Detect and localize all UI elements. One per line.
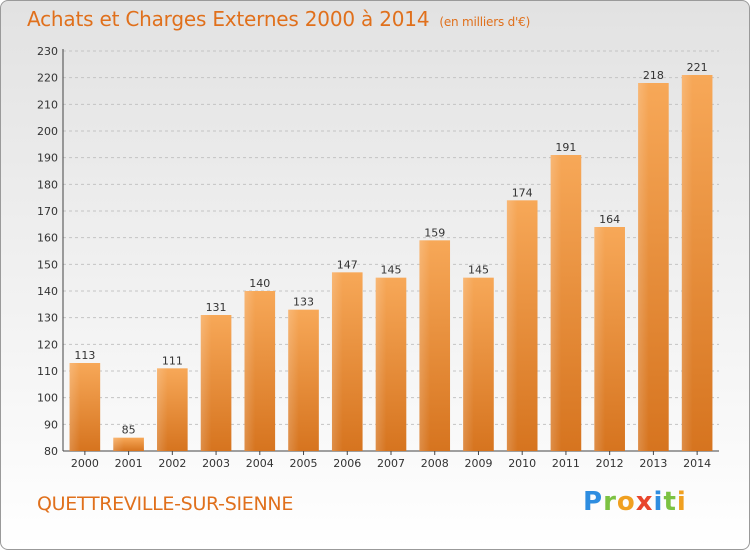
chart-subtitle: (en milliers d'€) bbox=[439, 15, 531, 29]
bar-highlight bbox=[681, 75, 693, 451]
data-label: 140 bbox=[249, 277, 270, 290]
data-label: 164 bbox=[599, 213, 620, 226]
bar-highlight bbox=[331, 272, 343, 451]
data-label: 131 bbox=[206, 301, 227, 314]
x-tick-label: 2012 bbox=[596, 457, 624, 470]
x-tick-label: 2000 bbox=[71, 457, 99, 470]
chart-title-text: Achats et Charges Externes 2000 à 2014 bbox=[27, 7, 430, 31]
bar-highlight bbox=[375, 277, 387, 451]
x-tick-label: 2009 bbox=[464, 457, 492, 470]
y-tick-label: 210 bbox=[37, 98, 58, 111]
bar-layer bbox=[69, 75, 713, 451]
data-label: 174 bbox=[512, 186, 533, 199]
y-tick-label: 110 bbox=[37, 365, 58, 378]
bar-highlight bbox=[594, 227, 606, 451]
x-tick-label: 2005 bbox=[290, 457, 318, 470]
y-tick-label: 230 bbox=[37, 45, 58, 58]
x-tick-label: 2002 bbox=[158, 457, 186, 470]
bar-highlight bbox=[157, 368, 168, 451]
data-label: 145 bbox=[468, 264, 489, 277]
data-label: 218 bbox=[643, 69, 664, 82]
bar-highlight bbox=[419, 240, 431, 451]
data-label: 191 bbox=[555, 141, 576, 154]
y-tick-label: 130 bbox=[37, 312, 58, 325]
bar-highlight bbox=[506, 200, 518, 451]
x-tick-label: 2008 bbox=[421, 457, 449, 470]
x-tick-label: 2013 bbox=[639, 457, 667, 470]
y-tick-label: 170 bbox=[37, 205, 58, 218]
data-label: 113 bbox=[74, 349, 95, 362]
y-tick-label: 80 bbox=[44, 445, 58, 458]
x-tick-label: 2004 bbox=[246, 457, 274, 470]
y-tick-label: 120 bbox=[37, 338, 58, 351]
x-tick-label: 2001 bbox=[115, 457, 143, 470]
x-tick-label: 2006 bbox=[333, 457, 361, 470]
bar-highlight bbox=[69, 363, 81, 451]
data-label: 145 bbox=[381, 264, 402, 277]
bar-highlight bbox=[113, 437, 125, 451]
data-label: 111 bbox=[162, 354, 183, 367]
bar-highlight bbox=[550, 155, 562, 451]
y-tick-label: 220 bbox=[37, 72, 58, 85]
data-label: 85 bbox=[122, 424, 136, 437]
y-tick-label: 100 bbox=[37, 392, 58, 405]
x-tick-label: 2014 bbox=[683, 457, 711, 470]
bar-highlight bbox=[288, 309, 299, 451]
bar-highlight bbox=[638, 83, 649, 451]
data-label: 221 bbox=[687, 61, 708, 74]
x-tick-label: 2011 bbox=[552, 457, 580, 470]
data-label: 159 bbox=[424, 226, 445, 239]
location-name: QUETTREVILLE-SUR-SIENNE bbox=[37, 493, 294, 515]
bar-highlight bbox=[200, 315, 212, 451]
bar-highlight bbox=[463, 277, 474, 451]
proxiti-logo: Proxiti bbox=[583, 487, 687, 517]
y-tick-label: 150 bbox=[37, 258, 58, 271]
data-label: 147 bbox=[337, 258, 358, 271]
x-tick-label: 2003 bbox=[202, 457, 230, 470]
y-tick-label: 200 bbox=[37, 125, 58, 138]
x-tick-label: 2007 bbox=[377, 457, 405, 470]
chart-title: Achats et Charges Externes 2000 à 2014 (e… bbox=[27, 7, 530, 31]
axis-layer: 80 90 100 110 120 130 140 150 160 170 180 190 200 210… bbox=[37, 45, 719, 470]
x-tick-label: 2010 bbox=[508, 457, 536, 470]
y-tick-label: 190 bbox=[37, 152, 58, 165]
data-label: 133 bbox=[293, 296, 314, 309]
y-tick-label: 90 bbox=[44, 418, 58, 431]
y-tick-label: 140 bbox=[37, 285, 58, 298]
y-tick-label: 180 bbox=[37, 178, 58, 191]
y-tick-label: 160 bbox=[37, 232, 58, 245]
label-layer: 113 85 111 131 140 133 147 145 159 145 174 191 164 21… bbox=[74, 61, 707, 437]
bar-highlight bbox=[244, 291, 256, 451]
